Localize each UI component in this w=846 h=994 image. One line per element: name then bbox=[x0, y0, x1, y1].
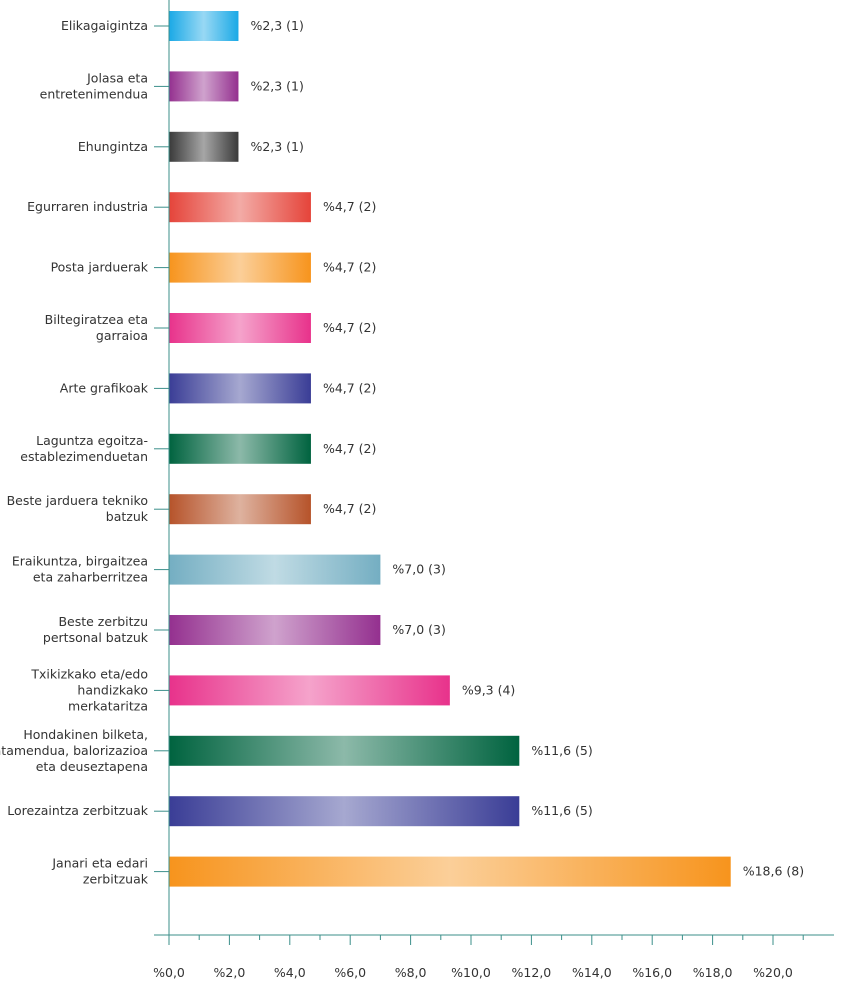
bar-1 bbox=[169, 71, 239, 102]
labels-layer: Elikagaigintza %2,3 (1) Jolasa eta entreten… bbox=[0, 18, 804, 980]
bar-2 bbox=[169, 131, 239, 162]
x-tick-label: %14,0 bbox=[572, 965, 612, 980]
bar-4 bbox=[169, 252, 311, 283]
category-label: Arte grafikoak bbox=[60, 380, 149, 395]
x-tick-label: %4,0 bbox=[274, 965, 306, 980]
category-label: Egurraren industria bbox=[27, 199, 148, 214]
category-label: Jolasa eta entretenimendua bbox=[40, 70, 148, 101]
bar-7 bbox=[169, 433, 311, 464]
value-label: %4,7 (2) bbox=[323, 199, 376, 214]
category-label: Beste zerbitzu pertsonal batzuk bbox=[43, 614, 149, 645]
value-label: %2,3 (1) bbox=[250, 18, 303, 33]
value-label: %4,7 (2) bbox=[323, 260, 376, 275]
category-label: Janari eta edari zerbitzuak bbox=[51, 856, 148, 887]
value-label: %4,7 (2) bbox=[323, 501, 376, 516]
axis-layer bbox=[154, 0, 834, 945]
bar-0 bbox=[169, 11, 239, 41]
category-label: Hondakinen bilketa, tratamendua, baloriza… bbox=[0, 727, 148, 774]
bar-12 bbox=[169, 735, 520, 766]
value-label: %11,6 (5) bbox=[531, 803, 592, 818]
value-label: %7,0 (3) bbox=[392, 622, 445, 637]
value-label: %4,7 (2) bbox=[323, 320, 376, 335]
value-label: %18,6 (8) bbox=[743, 864, 804, 879]
value-label: %11,6 (5) bbox=[531, 743, 592, 758]
bar-10 bbox=[169, 615, 381, 645]
x-tick-label: %10,0 bbox=[451, 965, 491, 980]
category-label: Biltegiratzea eta garraioa bbox=[45, 312, 148, 343]
category-label: Txikizkako eta/edo handizkako merkataritza bbox=[30, 666, 148, 713]
value-label: %4,7 (2) bbox=[323, 441, 376, 456]
x-tick-label: %0,0 bbox=[153, 965, 185, 980]
category-label: Beste jarduera tekniko batzuk bbox=[7, 493, 149, 524]
x-tick-label: %20,0 bbox=[753, 965, 793, 980]
category-label: Elikagaigintza bbox=[61, 18, 148, 33]
x-tick-label: %16,0 bbox=[632, 965, 672, 980]
value-label: %9,3 (4) bbox=[462, 682, 515, 697]
value-label: %2,3 (1) bbox=[250, 78, 303, 93]
category-label: Lorezaintza zerbitzuak bbox=[7, 803, 149, 818]
bar-14 bbox=[169, 856, 731, 887]
bars-layer bbox=[169, 11, 731, 887]
value-label: %2,3 (1) bbox=[250, 139, 303, 154]
category-label: Posta jarduerak bbox=[51, 260, 149, 275]
bar-5 bbox=[169, 313, 311, 343]
category-label: Laguntza egoitza-establezimenduetan bbox=[20, 433, 148, 464]
bar-8 bbox=[169, 494, 311, 525]
x-tick-label: %12,0 bbox=[512, 965, 552, 980]
value-label: %4,7 (2) bbox=[323, 380, 376, 395]
category-label: Ehungintza bbox=[78, 139, 148, 154]
bar-9 bbox=[169, 554, 381, 585]
x-tick-label: %2,0 bbox=[214, 965, 246, 980]
value-label: %7,0 (3) bbox=[392, 562, 445, 577]
bar-13 bbox=[169, 796, 520, 827]
bar-11 bbox=[169, 675, 450, 706]
bar-6 bbox=[169, 373, 311, 404]
category-label: Eraikuntza, birgaitzea eta zaharberritzea bbox=[12, 554, 148, 585]
x-tick-label: %8,0 bbox=[395, 965, 427, 980]
x-tick-label: %18,0 bbox=[693, 965, 733, 980]
bar-3 bbox=[169, 192, 311, 223]
x-tick-label: %6,0 bbox=[334, 965, 366, 980]
